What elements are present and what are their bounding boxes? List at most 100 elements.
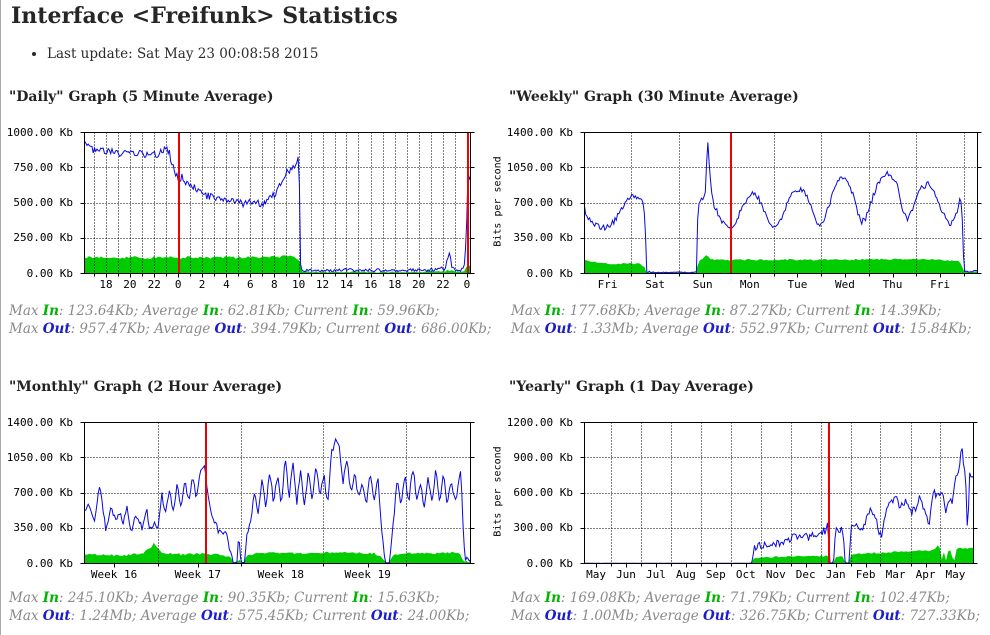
x-tick-label: 10 [291,278,306,291]
x-tick-label: Week 18 [257,568,305,581]
x-tick-label: 2 [198,278,206,291]
y-tick-label: 300.00 Kb [513,521,573,535]
stats-dir-out: Out [42,321,71,337]
stats-dir-out: Out [703,608,731,624]
x-tick-label: 22 [436,278,450,291]
stats-dir-out: Out [703,321,731,337]
x-tick-label: Fri [597,278,618,291]
stats-dir-in: In [854,590,871,606]
x-tick-label: Thu [882,278,903,291]
x-tick-label: Wed [835,278,855,291]
x-tick-label: Mon [739,278,760,291]
x-tick-label: Feb [855,568,876,581]
stats-dir-out: Out [544,608,573,624]
x-tick-label: 8 [270,278,278,291]
stats-dir-in: In [544,590,561,606]
y-tick-label: 350.00 Kb [513,231,573,245]
x-tick-label: 18 [388,278,402,291]
y-tick-label: 700.00 Kb [513,196,573,209]
y-axis-label-weekly: Bits per second [492,155,503,247]
x-tick-label: Jun [616,568,636,581]
x-tick-label: Dec [795,568,816,581]
graph-plot-daily [80,132,475,278]
stats-line-out: Max Out: 1.00Mb; Average Out: 326.75Kb; … [511,608,981,624]
y-tick-label: 250.00 Kb [13,231,73,245]
stats-dir-in: In [202,303,219,319]
stats-dir-in: In [352,590,369,606]
stats-dir-out: Out [384,321,413,337]
x-tick-label: Apr [915,568,936,581]
chart-monthly: 0.00 Kb 350.00 Kb 700.00 Kb 1050.00 Kb 1400.… [3,416,482,582]
y-tick-label: 700.00 Kb [13,486,73,499]
x-tick-label: May [945,568,966,581]
stats-line-in: Max In: 177.68Kb; Average In: 87.27Kb; C… [511,303,942,319]
x-tick-label: Mar [885,568,906,581]
x-tick-label: Aug [675,568,696,581]
x-tick-label: Sun [692,278,713,291]
x-tick-label: Fri [930,278,950,291]
stats-dir-out: Out [214,321,243,337]
stats-line-in: Max In: 245.10Kb; Average In: 90.35Kb; C… [9,590,440,606]
y-tick-label: 0.00 Kb [26,556,73,570]
stats-dir-out: Out [42,608,71,624]
stats-line-in: Max In: 169.08Kb; Average In: 71.79Kb; C… [511,590,950,606]
x-tick-label: May [586,568,606,581]
graph-plot-weekly [580,132,982,278]
y-tick-label: 0.00 Kb [26,266,73,280]
y-tick-label: 1400.00 Kb [506,125,573,139]
stats-dir-out: Out [872,608,901,624]
y-tick-label: 1050.00 Kb [6,450,73,464]
chart-heading-yearly: "Yearly" Graph (1 Day Average) [509,379,754,395]
x-tick-label: 22 [147,278,161,291]
x-tick-label: 14 [339,278,354,291]
x-tick-label: 12 [315,278,330,291]
y-tick-label: 0.00 Kb [526,266,573,280]
stats-daily: Max In: 123.64Kb; Average In: 62.81Kb; C… [9,302,491,338]
stats-dir-in: In [42,590,59,606]
stats-dir-in: In [352,303,369,319]
graph-plot-monthly [80,422,475,568]
y-tick-label: 1050.00 Kb [506,160,573,174]
y-tick-label: 350.00 Kb [13,521,73,535]
x-tick-label: Week 19 [344,568,391,581]
y-tick-label: 1200.00 Kb [506,415,573,429]
stats-dir-in: In [202,590,219,606]
x-tick-label: Jul [646,568,666,581]
stats-line-out: Max Out: 1.24Mb; Average Out: 575.45Kb; … [9,608,470,624]
stats-dir-out: Out [872,321,901,337]
x-tick-label: 18 [99,278,113,291]
chart-heading-weekly: "Weekly" Graph (30 Minute Average) [509,89,799,105]
x-tick-label: 4 [223,278,230,291]
chart-weekly: Bits per second 0.00 Kb 350.00 Kb 700.00 Kb… [491,126,989,292]
stats-dir-out: Out [201,608,229,624]
x-tick-label: Week 17 [174,568,222,581]
y-tick-label: 0.00 Kb [526,556,573,570]
chart-heading-monthly: "Monthly" Graph (2 Hour Average) [9,379,283,395]
x-tick-label: Week 16 [90,568,138,581]
x-tick-label: 0 [174,278,182,291]
stats-line-out: Max Out: 1.33Mb; Average Out: 552.97Kb; … [511,321,972,337]
chart-heading-daily: "Daily" Graph (5 Minute Average) [9,89,274,105]
stats-monthly: Max In: 245.10Kb; Average In: 90.35Kb; C… [9,589,469,625]
y-tick-label: 600.00 Kb [513,486,573,499]
y-tick-label: 900.00 Kb [513,450,573,464]
y-tick-label: 500.00 Kb [13,196,73,209]
x-tick-label: 16 [364,278,378,291]
x-tick-label: Sep [705,568,726,581]
page-title: Interface <Freifunk> Statistics [11,3,398,29]
stats-yearly: Max In: 169.08Kb; Average In: 71.79Kb; C… [511,589,980,625]
y-tick-label: 1000.00 Kb [6,125,73,139]
graph-plot-yearly [580,422,978,568]
stats-line-in: Max In: 123.64Kb; Average In: 62.81Kb; C… [9,303,440,319]
chart-daily: 0.00 Kb 250.00 Kb 500.00 Kb 750.00 Kb 1000.0… [3,126,482,292]
stats-dir-in: In [704,590,721,606]
x-tick-label: Jan [825,568,846,581]
x-tick-label: 20 [123,278,137,291]
y-tick-label: 750.00 Kb [13,160,73,174]
update-list: Last update: Sat May 23 00:08:58 2015 [7,46,319,62]
chart-yearly: Bits per second 0.00 Kb 300.00 Kb 600.00 Kb… [491,416,985,582]
x-tick-label: 6 [247,278,254,291]
stats-dir-out: Out [544,321,573,337]
y-axis-label-yearly: Bits per second [492,445,503,537]
